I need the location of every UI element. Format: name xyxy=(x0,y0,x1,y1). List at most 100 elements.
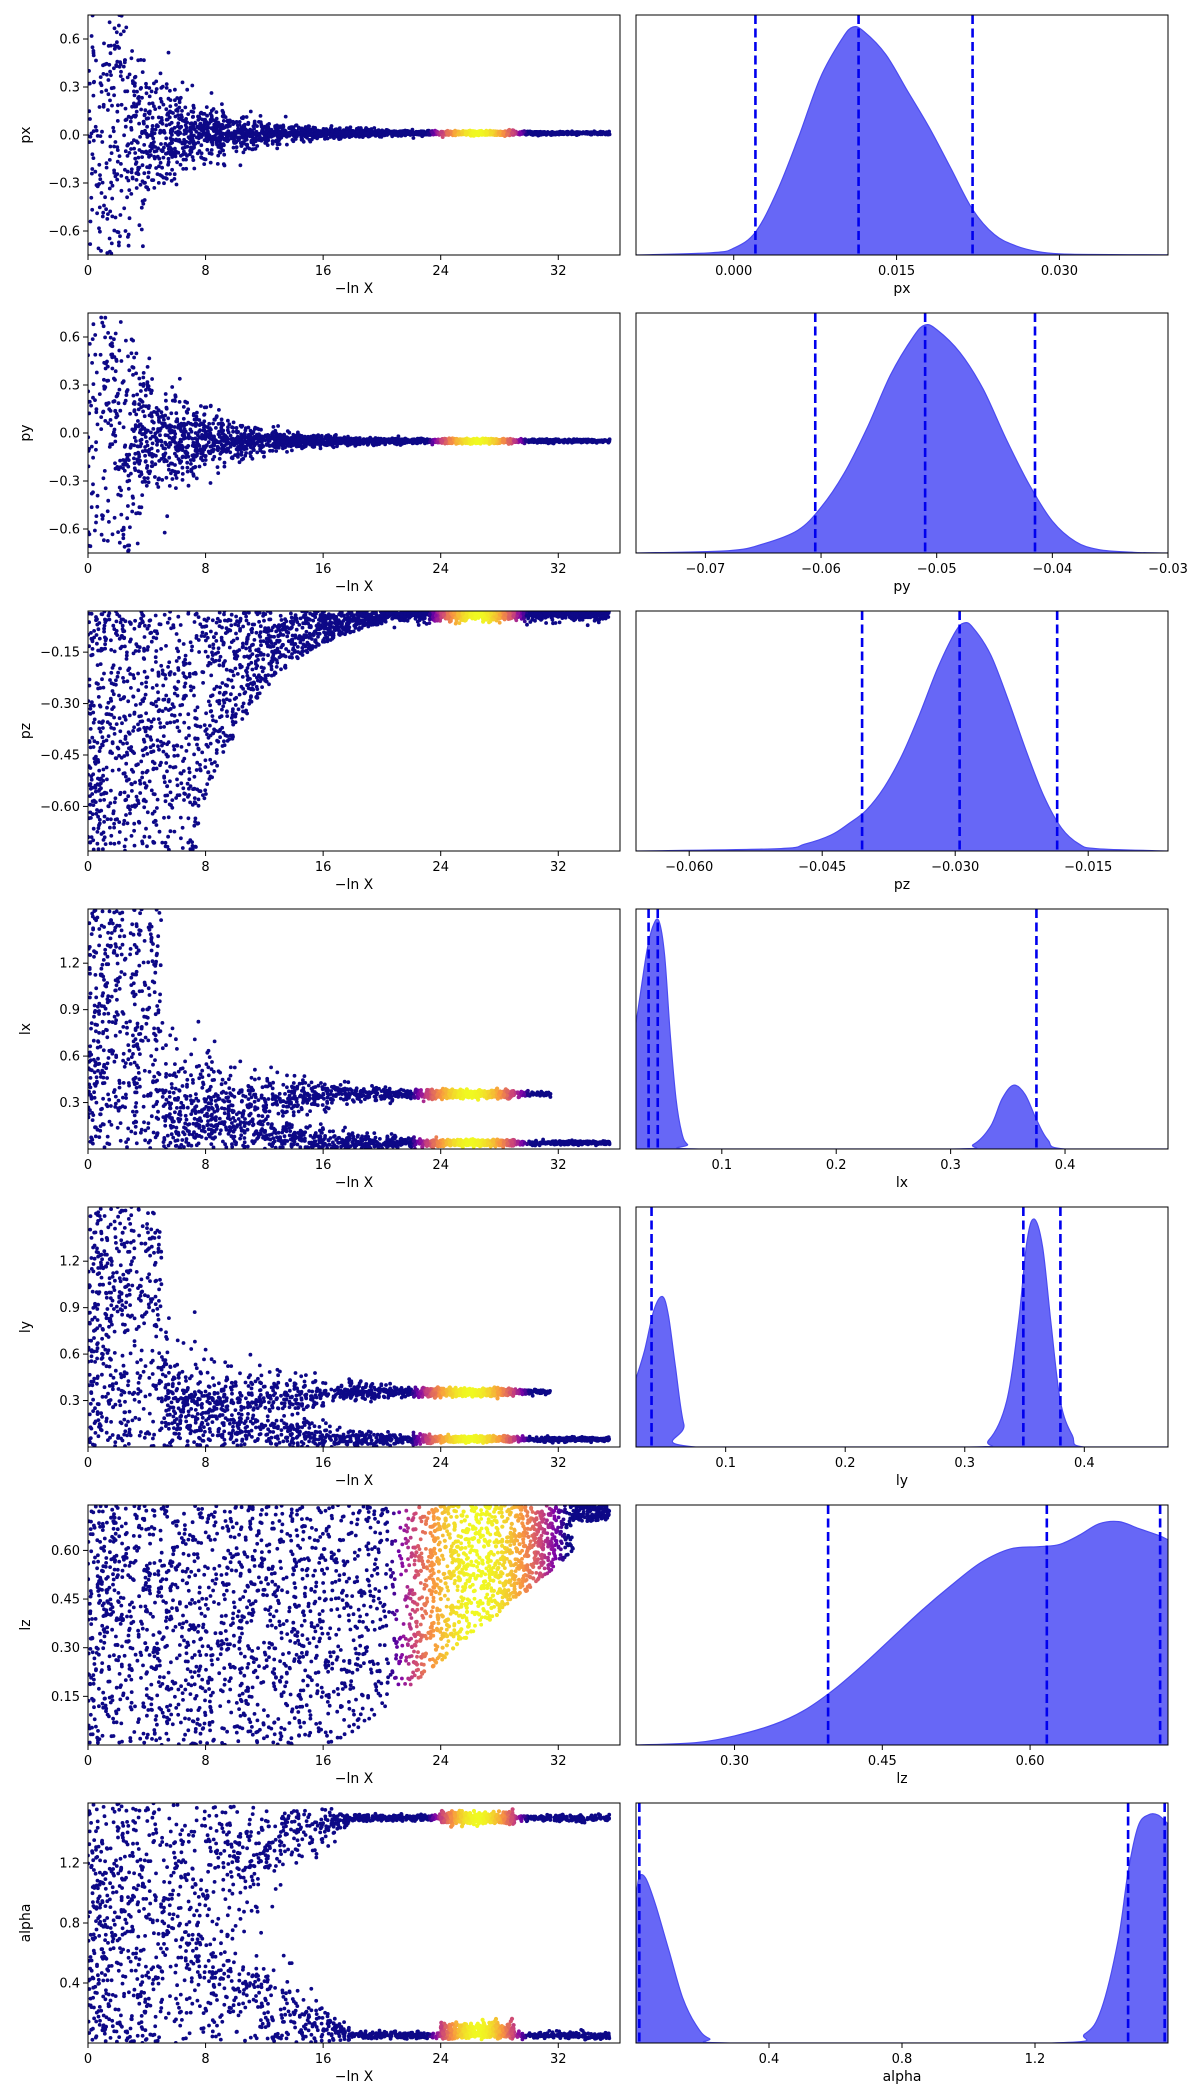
trace-px-trace-point xyxy=(91,129,96,134)
trace-px-trace-point xyxy=(180,115,184,120)
trace-px-trace-point xyxy=(102,62,107,67)
trace-px-trace-point xyxy=(255,144,260,148)
trace-px-trace-point xyxy=(205,147,210,152)
trace-py-trace-point xyxy=(235,440,240,445)
trace-px-trace-point xyxy=(569,131,574,135)
trace-px-trace-point xyxy=(117,240,121,245)
trace-px-trace-point xyxy=(402,130,406,135)
trace-px-trace-point xyxy=(557,132,561,137)
trace-px-trace-point xyxy=(91,80,96,85)
trace-py-trace-point xyxy=(202,419,207,424)
trace-px-trace-point xyxy=(263,135,268,140)
trace-py-trace-point xyxy=(137,505,142,510)
trace-py-trace-point xyxy=(122,468,127,473)
trace-px-trace-point xyxy=(153,127,158,132)
trace-px-trace-point xyxy=(418,130,422,135)
trace-px-trace-point xyxy=(132,93,137,98)
trace-px-trace-point xyxy=(184,139,189,144)
trace-px-trace-point xyxy=(149,153,153,158)
trace-px-trace-point xyxy=(202,162,207,167)
trace-px-trace-point xyxy=(106,212,110,217)
trace-px-trace-point xyxy=(94,58,98,63)
trace-py-trace-point xyxy=(149,411,154,416)
trace-px-trace-point xyxy=(150,124,155,128)
trace-py-trace-point xyxy=(180,472,185,476)
trace-px-trace-point xyxy=(140,70,145,74)
trace-py-trace-point xyxy=(212,417,217,422)
trace-py-trace-point xyxy=(172,425,177,429)
trace-py-trace-point xyxy=(145,476,150,480)
trace-py-trace-point xyxy=(99,427,104,431)
trace-py-trace-point xyxy=(203,454,208,458)
trace-py-trace-point xyxy=(192,417,197,422)
trace-px-trace-point xyxy=(140,131,144,136)
trace-px-trace-point xyxy=(159,99,164,104)
trace-py-trace-point xyxy=(102,538,106,543)
trace-py-trace-point xyxy=(193,421,198,426)
trace-px-trace-point xyxy=(107,186,112,191)
trace-py-trace-point xyxy=(248,428,253,433)
trace-py-trace-point xyxy=(195,451,200,456)
trace-px-trace-point xyxy=(137,99,142,103)
trace-px-trace-point xyxy=(548,131,552,136)
trace-py-trace-point xyxy=(317,435,322,439)
trace-px-trace-point xyxy=(106,108,110,112)
trace-py-trace-point xyxy=(214,426,218,430)
trace-px-trace-point xyxy=(144,91,149,96)
trace-py-trace-point xyxy=(105,509,110,514)
posterior-px-xlabel: px xyxy=(893,281,910,297)
trace-py-trace-point xyxy=(121,462,126,467)
trace-px-trace-point xyxy=(583,130,588,135)
trace-px-trace-point xyxy=(114,30,119,35)
trace-px-trace-point xyxy=(136,58,141,63)
trace-px-trace-point xyxy=(123,58,127,63)
trace-px-trace-point xyxy=(118,62,123,67)
trace-px-trace-point xyxy=(226,122,231,127)
trace-px-trace-point xyxy=(133,156,138,161)
trace-py-trace-point xyxy=(136,444,141,449)
trace-px-trace-point xyxy=(121,64,126,69)
trace-px-trace-point xyxy=(463,131,469,136)
trace-px-trace-point xyxy=(300,137,305,142)
trace-px-trace-point xyxy=(199,155,204,160)
trace-px-trace-point xyxy=(154,87,159,91)
trace-px-trace-point xyxy=(221,126,226,130)
trace-py-trace-point xyxy=(255,450,260,455)
trace-px-trace-point xyxy=(174,137,179,142)
trace-px-trace-point xyxy=(239,144,244,148)
trace-px-trace-point xyxy=(257,120,261,124)
trace-px-trace-point xyxy=(168,109,172,114)
trace-px-trace-point xyxy=(166,96,171,101)
trace-px-trace-point xyxy=(332,136,336,141)
trace-px-trace-point xyxy=(230,135,234,140)
trace-px-trace-point xyxy=(222,137,227,142)
trace-px-trace-point xyxy=(411,131,416,136)
trace-px-trace-point xyxy=(124,25,129,30)
trace-px-trace-point xyxy=(135,140,140,145)
trace-py-trace-point xyxy=(398,443,403,447)
trace-px-trace-point xyxy=(185,144,190,149)
trace-px-trace-point xyxy=(142,171,147,176)
trace-px-trace-point xyxy=(206,129,210,134)
trace-px-trace-point xyxy=(313,132,318,137)
trace-px-trace-point xyxy=(160,165,165,170)
trace-px-trace-point xyxy=(277,138,281,143)
trace-px-trace-point xyxy=(130,175,135,180)
trace-py-trace-point xyxy=(170,385,175,389)
trace-px-trace-point xyxy=(273,132,278,137)
trace-py-trace-point xyxy=(139,389,143,393)
trace-px-trace-point xyxy=(183,123,188,128)
trace-px-trace-point xyxy=(191,110,196,114)
trace-px-xtick-label: 32 xyxy=(550,264,567,279)
trace-px-trace-point xyxy=(101,72,106,76)
trace-py-trace-point xyxy=(144,483,149,488)
trace-px-trace-point xyxy=(162,181,166,186)
trace-px-trace-point xyxy=(152,186,157,190)
trace-px-trace-point xyxy=(109,73,113,77)
trace-px-trace-point xyxy=(221,162,226,167)
trace-px-trace-point xyxy=(112,26,117,31)
posterior-px-frame xyxy=(635,14,1169,256)
trace-px-trace-point xyxy=(105,72,109,77)
trace-px-trace-point xyxy=(158,120,163,125)
trace-px-trace-point xyxy=(115,159,120,164)
